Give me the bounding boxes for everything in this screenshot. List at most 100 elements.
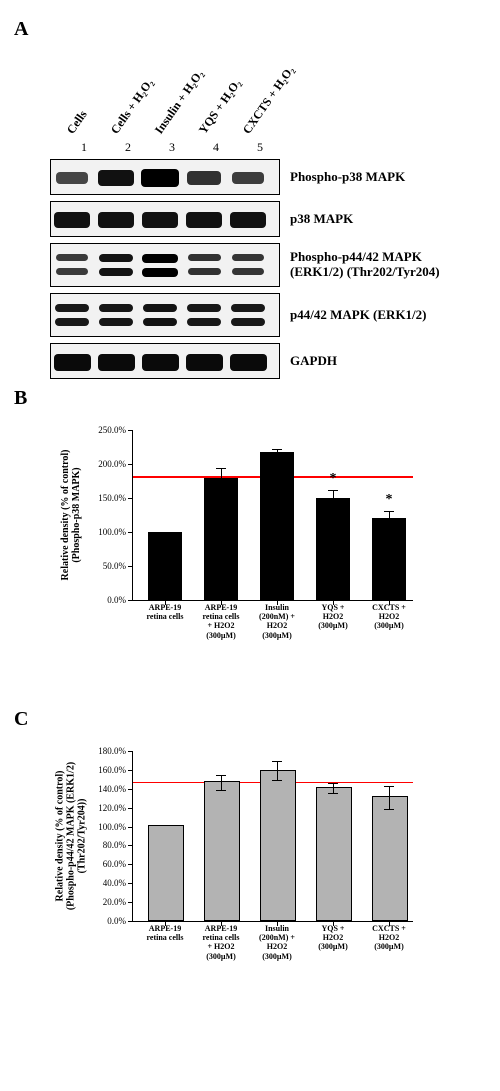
- western-blot-panel: Cells1Cells + H₂O₂2Insulin + H₂O₂3YQS + …: [50, 45, 470, 379]
- band: [54, 354, 91, 371]
- ytick-label: 200.0%: [98, 459, 126, 469]
- error-bar: [333, 491, 334, 505]
- chart-b: Relative density (% of control)(Phospho-…: [60, 420, 440, 700]
- lane-number: 4: [194, 140, 238, 155]
- blot-row: p38 MAPK: [50, 201, 470, 237]
- band: [99, 254, 134, 262]
- ytick: [128, 770, 133, 771]
- band: [187, 318, 222, 326]
- significance-marker: *: [386, 492, 393, 508]
- bar: [316, 787, 352, 921]
- blot-row-label: Phospho-p38 MAPK: [290, 170, 405, 185]
- bar: [372, 796, 408, 921]
- error-cap: [328, 793, 338, 794]
- ytick-label: 160.0%: [98, 765, 126, 775]
- ytick-label: 180.0%: [98, 746, 126, 756]
- lane-labels: Cells1Cells + H₂O₂2Insulin + H₂O₂3YQS + …: [58, 45, 470, 155]
- ytick-label: 100.0%: [98, 822, 126, 832]
- error-bar: [277, 762, 278, 781]
- band: [232, 254, 265, 261]
- error-cap: [384, 809, 394, 810]
- ytick-label: 100.0%: [98, 527, 126, 537]
- error-bar: [221, 776, 222, 791]
- xtick-label: CXCTS +H2O2(300µM): [364, 600, 414, 631]
- lane-number: 1: [62, 140, 106, 155]
- chart-c: Relative density (% of control)(Phospho-…: [60, 741, 440, 1021]
- bar: [204, 478, 238, 600]
- xtick-label: ARPE-19retina cells: [140, 600, 190, 621]
- ytick: [128, 464, 133, 465]
- error-cap: [216, 468, 226, 469]
- panel-b-label: B: [14, 387, 490, 410]
- band: [186, 354, 223, 371]
- lane-number: 2: [106, 140, 150, 155]
- error-bar: [389, 787, 390, 810]
- bar: [204, 781, 240, 921]
- ytick-label: 80.0%: [103, 840, 126, 850]
- panel-a-label: A: [14, 18, 490, 41]
- blot-row: Phospho-p44/42 MAPK(ERK1/2) (Thr202/Tyr2…: [50, 243, 470, 287]
- bar: [316, 498, 350, 600]
- band: [188, 268, 221, 275]
- band: [187, 171, 221, 185]
- band: [230, 212, 267, 229]
- lane-number: 5: [238, 140, 282, 155]
- xtick-label: YQS +H2O2(300µM): [308, 921, 358, 952]
- band: [56, 172, 88, 184]
- ytick: [128, 751, 133, 752]
- bar: [148, 825, 184, 921]
- band: [143, 304, 178, 312]
- blot-membrane: [50, 243, 280, 287]
- chart-b-yaxis: Relative density (% of control)(Phospho-…: [60, 430, 82, 600]
- band: [232, 268, 265, 275]
- ytick-label: 250.0%: [98, 425, 126, 435]
- ytick-label: 40.0%: [103, 878, 126, 888]
- bar: [372, 518, 406, 600]
- xtick-label: ARPE-19retina cells+ H2O2(300µM): [196, 921, 246, 961]
- blot-row-label: p44/42 MAPK (ERK1/2): [290, 308, 427, 323]
- lane-number: 3: [150, 140, 194, 155]
- ytick: [128, 921, 133, 922]
- blot-row: GAPDH: [50, 343, 470, 379]
- blot-row: Phospho-p38 MAPK: [50, 159, 470, 195]
- error-cap: [328, 490, 338, 491]
- bar: [148, 532, 182, 600]
- significance-marker: *: [330, 471, 337, 487]
- band: [141, 169, 179, 187]
- ytick-label: 60.0%: [103, 859, 126, 869]
- lane-condition: Cells: [64, 108, 91, 137]
- blot-row-label: Phospho-p44/42 MAPK(ERK1/2) (Thr202/Tyr2…: [290, 250, 440, 280]
- error-cap: [272, 449, 282, 450]
- ytick: [128, 808, 133, 809]
- band: [54, 212, 91, 229]
- xtick-label: Insulin(200nM) +H2O2(300µM): [252, 600, 302, 640]
- band: [232, 172, 265, 185]
- band: [187, 304, 222, 312]
- ytick: [128, 532, 133, 533]
- ytick: [128, 498, 133, 499]
- ytick-label: 0.0%: [107, 595, 126, 605]
- band: [98, 170, 135, 187]
- error-cap: [384, 524, 394, 525]
- xtick-label: ARPE-19retina cells+ H2O2(300µM): [196, 600, 246, 640]
- band: [231, 304, 266, 312]
- ytick: [128, 827, 133, 828]
- band: [98, 354, 135, 371]
- ytick-label: 20.0%: [103, 897, 126, 907]
- xtick-label: Insulin(200nM) +H2O2(300µM): [252, 921, 302, 961]
- band: [55, 304, 90, 312]
- error-cap: [384, 511, 394, 512]
- xtick-label: CXCTS +H2O2(300µM): [364, 921, 414, 952]
- band: [231, 318, 266, 326]
- error-cap: [216, 790, 226, 791]
- band: [99, 304, 134, 312]
- error-cap: [216, 485, 226, 486]
- band: [142, 212, 179, 229]
- band: [98, 212, 135, 229]
- lane-condition: Cells + H₂O₂: [108, 76, 157, 137]
- ytick-label: 140.0%: [98, 784, 126, 794]
- ytick: [128, 566, 133, 567]
- ytick: [128, 883, 133, 884]
- bar: [260, 770, 296, 921]
- ytick: [128, 430, 133, 431]
